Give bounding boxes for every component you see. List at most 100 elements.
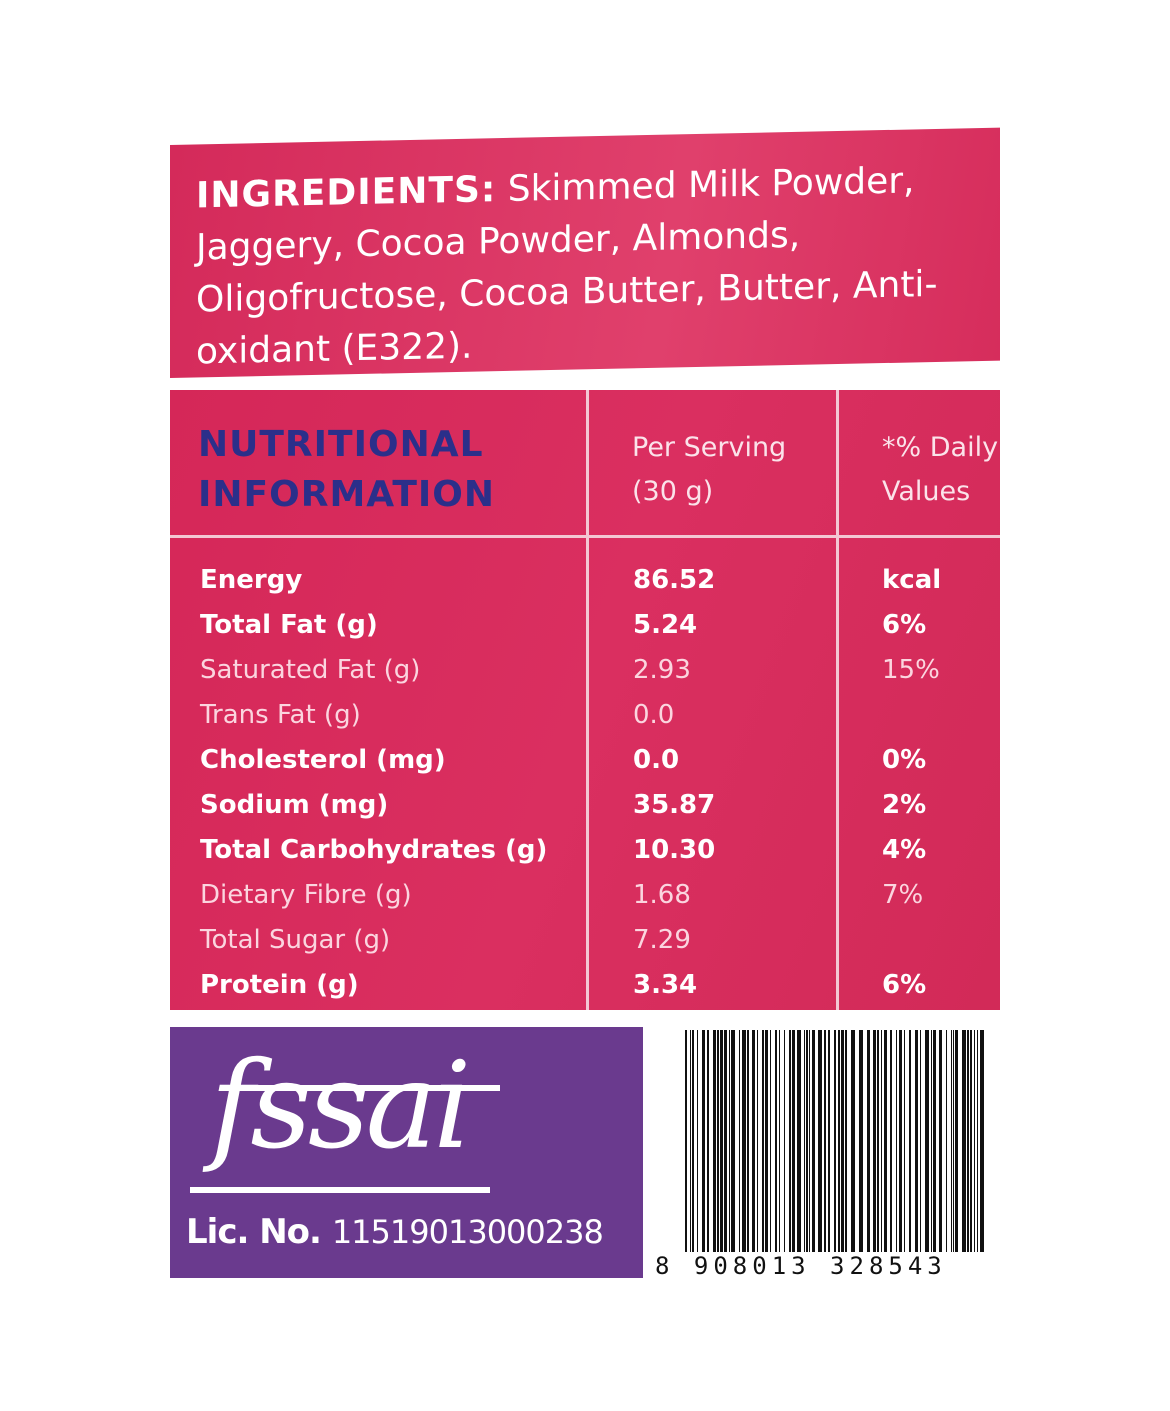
nutrient-value: 1.68: [633, 880, 691, 910]
barcode-bar: [707, 1030, 709, 1252]
nutrient-dv: 6%: [882, 970, 927, 1000]
barcode-bar: [904, 1030, 905, 1252]
barcode-bar: [962, 1030, 966, 1252]
barcode-bar: [859, 1030, 863, 1252]
nutrient-row: Cholesterol (mg) 0.0 0%: [170, 745, 1000, 790]
barcode-bar: [933, 1030, 936, 1252]
barcode-bar: [739, 1030, 740, 1252]
nutrient-row: Total Carbohydrates (g) 10.30 4%: [170, 835, 1000, 880]
barcode-bar: [881, 1030, 882, 1252]
nutrient-value: 86.52: [633, 565, 716, 595]
barcode-bar: [789, 1030, 791, 1252]
barcode-bar: [762, 1030, 764, 1252]
barcode-bar: [920, 1030, 921, 1252]
title-line: NUTRITIONAL: [198, 424, 484, 465]
barcode-bar: [909, 1030, 911, 1252]
title-line: INFORMATION: [198, 474, 496, 515]
barcode-bar: [804, 1030, 805, 1252]
barcode-bar: [784, 1030, 785, 1252]
barcode-bar: [828, 1030, 830, 1252]
nutrient-dv: 7%: [882, 880, 924, 910]
nutrient-name: Sodium (mg): [200, 790, 389, 820]
barcode-bar: [955, 1030, 958, 1252]
barcode-bar: [720, 1030, 723, 1252]
license-label: Lic. No.: [186, 1212, 322, 1252]
nutrient-row: Sodium (mg) 35.87 2%: [170, 790, 1000, 835]
nutrient-name: Trans Fat (g): [200, 700, 361, 730]
barcode-bar: [939, 1030, 942, 1252]
barcode-bar: [915, 1030, 918, 1252]
barcode-bar: [845, 1030, 847, 1252]
nutrient-value: 2.93: [633, 655, 691, 685]
barcode-bar: [731, 1030, 735, 1252]
header-line: Per Serving: [632, 432, 787, 463]
nutrient-value: 35.87: [633, 790, 716, 820]
nutrition-title: NUTRITIONAL INFORMATION: [198, 420, 495, 520]
barcode-bar: [685, 1030, 687, 1252]
barcode-bar: [967, 1030, 969, 1252]
nutrient-dv: kcal: [882, 565, 942, 595]
barcode-bar: [775, 1030, 777, 1252]
barcode-bar: [812, 1030, 815, 1252]
barcode-bar: [841, 1030, 844, 1252]
nutrient-dv: 6%: [882, 610, 927, 640]
nutrient-name: Protein (g): [200, 970, 359, 1000]
barcode-bar: [702, 1030, 705, 1252]
nutrient-value: 3.34: [633, 970, 698, 1000]
barcode-digits: 8 908013 328543: [655, 1252, 947, 1280]
nutrient-dv: 2%: [882, 790, 927, 820]
barcode-bar: [980, 1030, 984, 1252]
fssai-panel: fssai Lic. No. 11519013000238: [170, 1027, 643, 1278]
nutrient-row: Energy 86.52 kcal: [170, 565, 1000, 610]
header-line: *% Daily: [882, 432, 999, 463]
barcode-bar: [752, 1030, 755, 1252]
barcode-bar: [931, 1030, 932, 1252]
barcode-bar: [792, 1030, 795, 1252]
barcode-bar: [713, 1030, 716, 1252]
barcode-bar: [765, 1030, 768, 1252]
nutrient-name: Cholesterol (mg): [200, 745, 446, 775]
barcode-bar: [877, 1030, 879, 1252]
nutrient-name: Total Sugar (g): [200, 925, 391, 955]
nutrient-name: Total Fat (g): [200, 610, 378, 640]
fssai-logo: fssai: [210, 1037, 471, 1176]
barcode-bar: [970, 1030, 972, 1252]
barcode-bar: [834, 1030, 836, 1252]
nutrient-value: 10.30: [633, 835, 716, 865]
nutrient-dv: 0%: [882, 745, 927, 775]
nutrient-row: Dietary Fibre (g) 1.68 7%: [170, 880, 1000, 925]
ingredients-panel: INGREDIENTS: Skimmed Milk Powder, Jagger…: [170, 127, 1000, 378]
barcode-bar: [757, 1030, 758, 1252]
barcode-bar: [951, 1030, 952, 1252]
daily-values-header: *% Daily Values: [882, 426, 998, 514]
barcode-bar: [925, 1030, 929, 1252]
barcode: [685, 1030, 984, 1252]
nutrient-dv: 15%: [882, 655, 940, 685]
barcode-bar: [851, 1030, 855, 1252]
nutrient-row: Trans Fat (g) 0.0: [170, 700, 1000, 745]
barcode-bar: [747, 1030, 749, 1252]
barcode-bar: [742, 1030, 746, 1252]
nutrient-name: Total Carbohydrates (g): [200, 835, 548, 865]
nutrient-name: Dietary Fibre (g): [200, 880, 412, 910]
barcode-bar: [797, 1030, 801, 1252]
barcode-bar: [890, 1030, 892, 1252]
license-value: 11519013000238: [331, 1213, 604, 1251]
nutrient-row: Saturated Fat (g) 2.93 15%: [170, 655, 1000, 700]
barcode-bar: [838, 1030, 840, 1252]
column-divider: [836, 390, 839, 1010]
nutrient-name: Energy: [200, 565, 303, 595]
nutrition-table: NUTRITIONAL INFORMATION Per Serving (30 …: [170, 390, 1000, 1010]
barcode-bar: [692, 1030, 694, 1252]
logo-rule: [190, 1187, 490, 1193]
barcode-bar: [724, 1030, 727, 1252]
header-line: Values: [882, 476, 971, 507]
barcode-bar: [896, 1030, 897, 1252]
barcode-bar: [806, 1030, 808, 1252]
barcode-bar: [946, 1030, 947, 1252]
nutrient-value: 7.29: [633, 925, 691, 955]
barcode-bar: [867, 1030, 870, 1252]
barcode-bar: [899, 1030, 902, 1252]
barcode-bar: [824, 1030, 826, 1252]
barcode-bar: [770, 1030, 771, 1252]
